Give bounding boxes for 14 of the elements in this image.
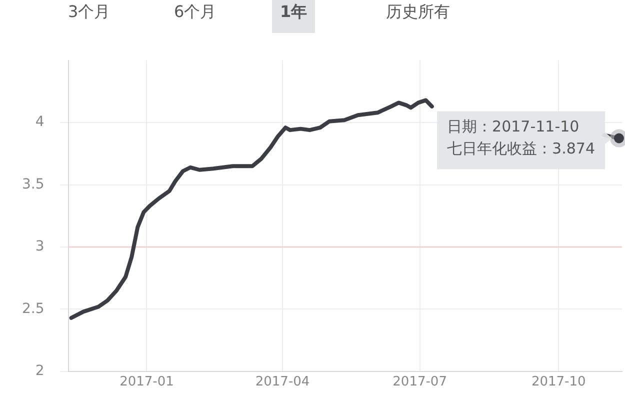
y-tick-label: 3 xyxy=(35,238,44,255)
annotation: 日期：2017-11-10 七日年化收益：3.874 xyxy=(447,118,595,158)
y-tick-label: 2.5 xyxy=(22,300,44,317)
x-tick-label: 2017-01 xyxy=(120,374,174,390)
text: 1年 xyxy=(272,0,316,33)
x-tick-label: 2017-10 xyxy=(531,374,586,390)
y-tick-label: 4 xyxy=(35,114,44,130)
x-tick-label: 2017-04 xyxy=(255,374,310,390)
text: 历史所有 xyxy=(385,1,451,23)
x-tick-label: 2017-07 xyxy=(392,374,447,390)
text: 6个月 xyxy=(173,1,218,23)
text: 3个月 xyxy=(67,1,112,23)
y-tick-label: 2 xyxy=(35,363,44,380)
y-tick-label: 3.5 xyxy=(22,176,44,192)
